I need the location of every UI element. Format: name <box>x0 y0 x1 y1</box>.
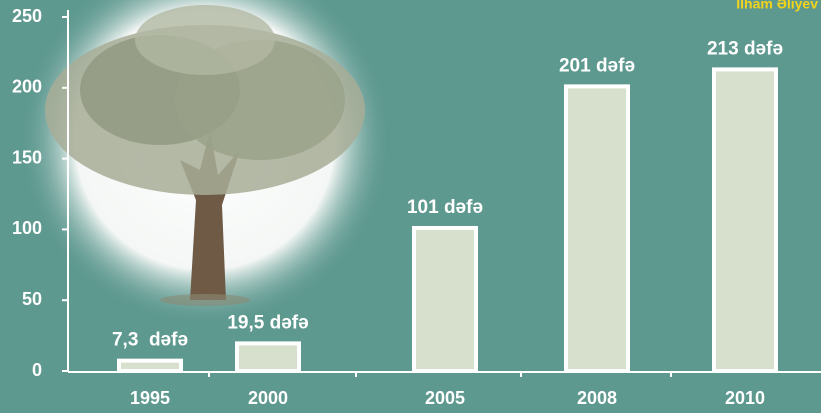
value-label: 19,5 dəfə <box>227 312 308 333</box>
x-tick-label: 2000 <box>248 388 288 408</box>
chart: İlham Əliyev 0 50 100 150 200 250 1995 7,3 dəfə… <box>0 0 821 413</box>
x-tick-label: 2008 <box>577 388 617 408</box>
bar <box>414 228 476 371</box>
chart-title: İlham Əliyev <box>736 0 818 12</box>
value-label: 201 dəfə <box>559 55 635 76</box>
page: İlham Əliyev 0 50 100 150 200 250 1995 7,3 dəfə… <box>0 0 821 413</box>
value-label: 101 dəfə <box>407 197 483 218</box>
bar <box>714 69 776 371</box>
y-tick-label: 0 <box>32 360 42 380</box>
value-label: 7,3 dəfə <box>112 330 188 351</box>
y-tick-label: 150 <box>12 147 42 167</box>
bar <box>237 343 299 371</box>
y-tick-label: 50 <box>22 289 42 309</box>
value-label: 213 dəfə <box>707 38 783 59</box>
y-tick-label: 250 <box>12 6 42 26</box>
x-tick-label: 2005 <box>425 388 465 408</box>
x-tick-label: 1995 <box>130 388 170 408</box>
x-tick-label: 2010 <box>725 388 765 408</box>
bar <box>566 86 628 371</box>
y-tick-label: 200 <box>12 77 42 97</box>
y-tick-label: 100 <box>12 218 42 238</box>
bar <box>119 361 181 371</box>
